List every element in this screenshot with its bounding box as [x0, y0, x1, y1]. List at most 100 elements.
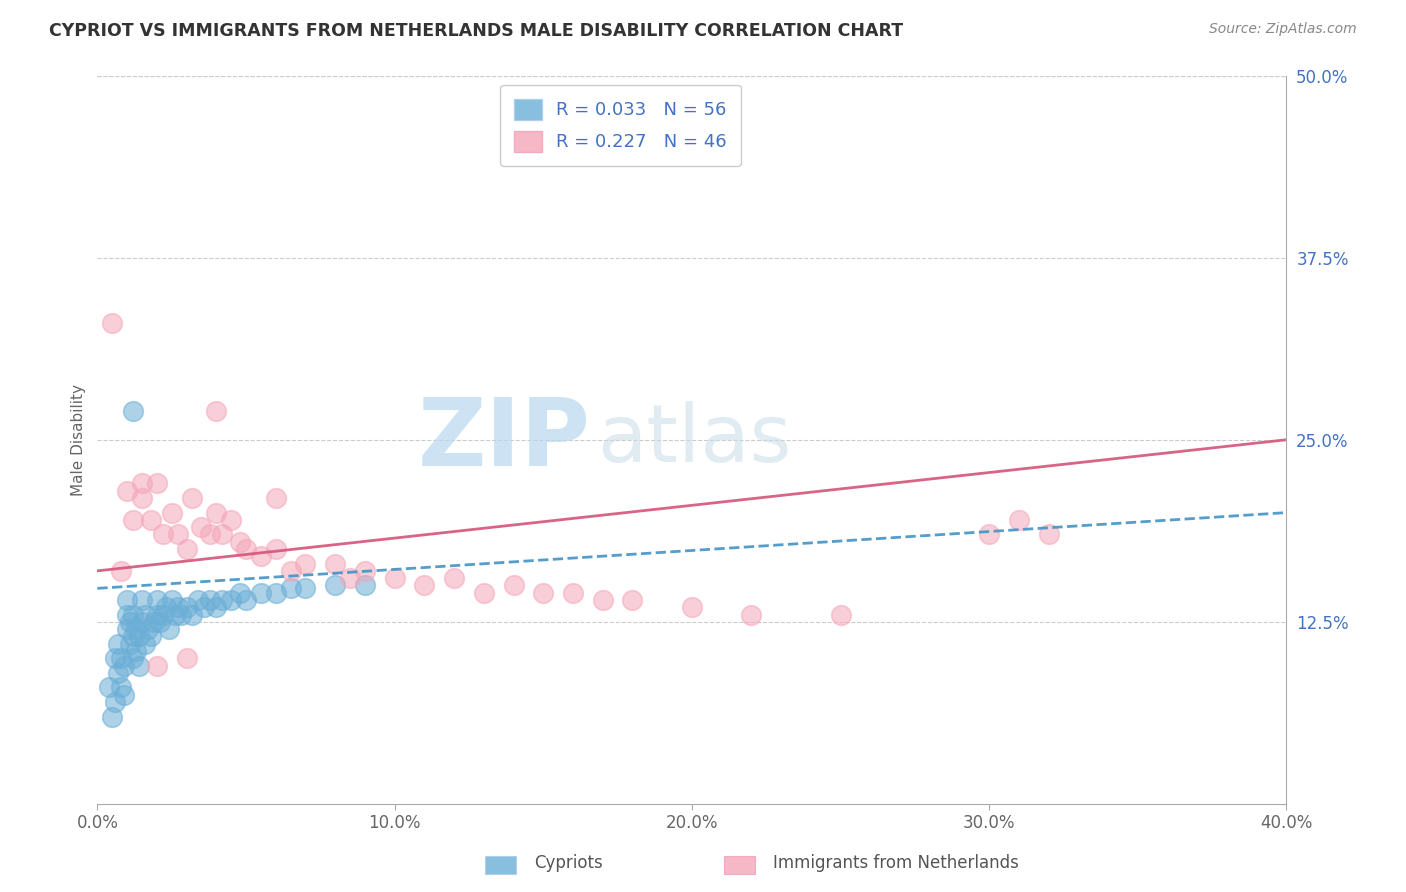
Point: [531, 585, 554, 599]
Point: [155, 600, 177, 615]
Point: [205, 600, 228, 615]
Point: [219, 593, 242, 607]
Point: [107, 637, 129, 651]
Point: [219, 513, 242, 527]
Point: [152, 607, 174, 622]
Point: [136, 622, 159, 636]
Point: [131, 593, 153, 607]
Legend: R = 0.033   N = 56, R = 0.227   N = 46: R = 0.033 N = 56, R = 0.227 N = 46: [501, 85, 741, 166]
Text: Cypriots: Cypriots: [534, 855, 603, 872]
Point: [122, 513, 145, 527]
Point: [163, 607, 186, 622]
Point: [176, 541, 198, 556]
Point: [115, 483, 138, 498]
Point: [134, 607, 156, 622]
Point: [115, 622, 138, 636]
Point: [181, 491, 204, 505]
Point: [146, 658, 169, 673]
Point: [125, 622, 148, 636]
Point: [384, 571, 406, 585]
Point: [134, 637, 156, 651]
Text: CYPRIOT VS IMMIGRANTS FROM NETHERLANDS MALE DISABILITY CORRELATION CHART: CYPRIOT VS IMMIGRANTS FROM NETHERLANDS M…: [49, 22, 903, 40]
Point: [107, 665, 129, 680]
Point: [160, 593, 183, 607]
Point: [122, 629, 145, 643]
Point: [169, 607, 191, 622]
Point: [250, 549, 273, 564]
Point: [118, 615, 141, 629]
Point: [104, 695, 127, 709]
Point: [211, 527, 233, 541]
Point: [205, 403, 228, 417]
Point: [323, 578, 346, 592]
Point: [264, 491, 287, 505]
Point: [502, 578, 524, 592]
Point: [131, 615, 153, 629]
Point: [152, 527, 174, 541]
Point: [235, 541, 257, 556]
Point: [112, 688, 135, 702]
Point: [229, 534, 252, 549]
Point: [101, 316, 124, 330]
Point: [264, 585, 287, 599]
Point: [681, 600, 703, 615]
Point: [110, 564, 132, 578]
Point: [118, 637, 141, 651]
Point: [101, 709, 124, 723]
Point: [146, 607, 169, 622]
Point: [1038, 527, 1060, 541]
Point: [205, 506, 228, 520]
Point: [229, 585, 252, 599]
Point: [280, 582, 302, 596]
Point: [142, 615, 165, 629]
Point: [1008, 513, 1031, 527]
Point: [166, 527, 188, 541]
Point: [104, 651, 127, 665]
Point: [98, 681, 121, 695]
Point: [830, 607, 852, 622]
Point: [128, 658, 150, 673]
Point: [592, 593, 614, 607]
Point: [200, 593, 222, 607]
Point: [115, 607, 138, 622]
Point: [323, 557, 346, 571]
Point: [294, 582, 316, 596]
Point: [211, 593, 233, 607]
Point: [413, 578, 436, 592]
Point: [115, 593, 138, 607]
Point: [125, 644, 148, 658]
Point: [176, 651, 198, 665]
Point: [157, 622, 180, 636]
Point: [562, 585, 585, 599]
Point: [354, 564, 377, 578]
Point: [187, 593, 209, 607]
Point: [193, 600, 215, 615]
Point: [131, 476, 153, 491]
Point: [979, 527, 1001, 541]
Point: [146, 593, 169, 607]
Text: Immigrants from Netherlands: Immigrants from Netherlands: [773, 855, 1019, 872]
Point: [339, 571, 361, 585]
Point: [264, 541, 287, 556]
Text: ZIP: ZIP: [418, 393, 591, 486]
Point: [166, 600, 188, 615]
Point: [740, 607, 762, 622]
Point: [110, 651, 132, 665]
Point: [160, 506, 183, 520]
Point: [122, 607, 145, 622]
Point: [280, 564, 302, 578]
Y-axis label: Male Disability: Male Disability: [72, 384, 86, 496]
Point: [122, 403, 145, 417]
Point: [200, 527, 222, 541]
Point: [294, 557, 316, 571]
Point: [250, 585, 273, 599]
Text: atlas: atlas: [596, 401, 792, 479]
Point: [149, 615, 172, 629]
Point: [122, 651, 145, 665]
Point: [190, 520, 212, 534]
Point: [146, 476, 169, 491]
Text: Source: ZipAtlas.com: Source: ZipAtlas.com: [1209, 22, 1357, 37]
Point: [621, 593, 644, 607]
Point: [235, 593, 257, 607]
Point: [181, 607, 204, 622]
